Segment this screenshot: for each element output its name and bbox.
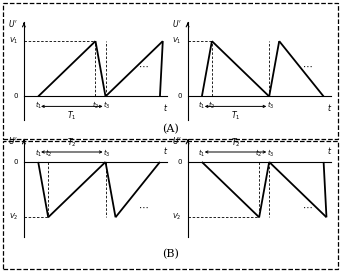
Text: $t$: $t$ [327,102,332,113]
Text: $T_2$: $T_2$ [67,136,77,149]
Text: $T_1$: $T_1$ [67,110,77,122]
Text: $t_1$: $t_1$ [198,100,206,111]
Text: $t_2$: $t_2$ [92,100,99,111]
Text: $V_2$: $V_2$ [173,212,182,222]
Text: $t_3$: $t_3$ [103,147,111,159]
Text: $t$: $t$ [327,146,332,156]
Text: $t_2$: $t_2$ [208,100,216,111]
Text: (A): (A) [162,124,179,134]
Text: $t_3$: $t_3$ [267,100,275,111]
Text: 0: 0 [14,159,18,165]
Text: $t_1$: $t_1$ [34,147,42,159]
Text: 0: 0 [177,159,182,165]
Text: $U'$: $U'$ [172,135,182,146]
Text: $T_2$: $T_2$ [231,136,240,149]
Text: $t_3$: $t_3$ [103,100,111,111]
Text: $V_2$: $V_2$ [9,212,18,222]
Text: $t_2$: $t_2$ [45,147,52,159]
Text: 0: 0 [177,94,182,100]
Text: $t_1$: $t_1$ [34,100,42,111]
Text: 0: 0 [14,94,18,100]
Text: (B): (B) [162,249,179,259]
Text: $T_1$: $T_1$ [231,110,240,122]
Text: $U'$: $U'$ [9,135,18,146]
Text: $t_2$: $t_2$ [255,147,263,159]
Text: $\cdots$: $\cdots$ [302,202,312,212]
Text: $U'$: $U'$ [9,18,18,29]
Text: $V_1$: $V_1$ [9,36,18,46]
Text: $\cdots$: $\cdots$ [302,61,312,71]
Text: $\cdots$: $\cdots$ [138,61,149,71]
Text: $t_3$: $t_3$ [267,147,275,159]
Text: $t$: $t$ [163,102,168,113]
Text: $\cdots$: $\cdots$ [138,202,149,212]
Text: $t$: $t$ [163,146,168,156]
Text: $U'$: $U'$ [172,18,182,29]
Text: $t_1$: $t_1$ [198,147,206,159]
Text: $V_1$: $V_1$ [173,36,182,46]
